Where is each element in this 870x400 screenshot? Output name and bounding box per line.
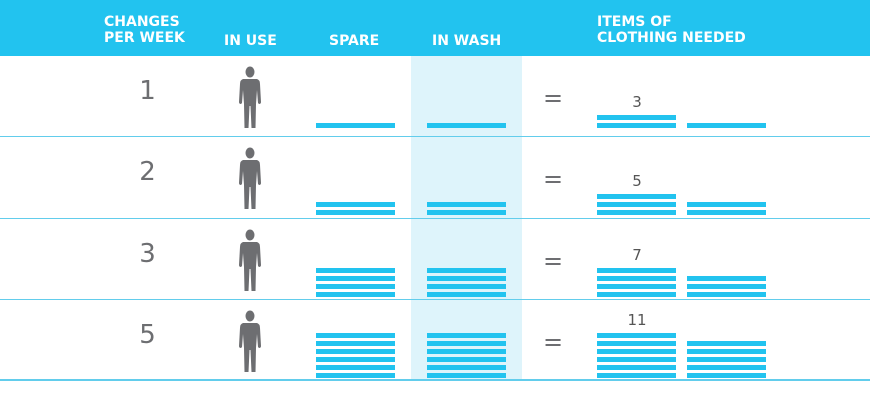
person-icon: [239, 229, 261, 291]
items-needed-total: 11: [627, 311, 647, 329]
clothing-item-bar: [427, 210, 506, 215]
clothing-item-bar: [316, 210, 395, 215]
clothing-item-bar: [597, 115, 676, 120]
clothing-item-bar: [316, 365, 395, 370]
equals-sign: =: [542, 84, 564, 112]
changes-per-week-value: 3: [139, 239, 156, 269]
clothing-item-bar: [427, 349, 506, 354]
clothing-item-bar: [316, 373, 395, 378]
header-spare: SPARE: [329, 33, 380, 49]
clothing-item-bar: [597, 194, 676, 199]
equals-sign: =: [542, 247, 564, 275]
clothing-item-bar: [597, 349, 676, 354]
table-row: 2 = 5: [0, 137, 870, 219]
clothing-item-bar: [597, 276, 676, 281]
clothing-item-bar: [316, 292, 395, 297]
clothing-item-bar: [427, 284, 506, 289]
clothing-item-bar: [597, 292, 676, 297]
clothing-item-bar: [427, 357, 506, 362]
row-divider: [0, 299, 870, 300]
clothing-item-bar: [597, 268, 676, 273]
changes-per-week-value: 2: [139, 157, 156, 187]
clothing-item-bar: [687, 284, 766, 289]
clothing-item-bar: [687, 365, 766, 370]
clothing-item-bar: [316, 276, 395, 281]
table-row: 5 = 11: [0, 300, 870, 382]
clothing-item-bar: [427, 202, 506, 207]
clothing-item-bar: [316, 284, 395, 289]
clothing-item-bar: [687, 341, 766, 346]
clothing-item-bar: [427, 333, 506, 338]
person-icon: [239, 147, 261, 209]
clothing-item-bar: [316, 268, 395, 273]
clothing-item-bar: [427, 365, 506, 370]
items-needed-total: 3: [632, 93, 642, 111]
changes-per-week-value: 5: [139, 320, 156, 350]
clothing-item-bar: [427, 276, 506, 281]
clothing-item-bar: [687, 276, 766, 281]
clothing-item-bar: [597, 333, 676, 338]
clothing-item-bar: [597, 373, 676, 378]
clothing-item-bar: [687, 373, 766, 378]
clothing-item-bar: [316, 357, 395, 362]
clothing-item-bar: [316, 349, 395, 354]
clothing-item-bar: [597, 284, 676, 289]
equals-sign: =: [542, 328, 564, 356]
header-items-needed: ITEMS OF CLOTHING NEEDED: [597, 14, 746, 46]
clothing-item-bar: [597, 123, 676, 128]
clothing-item-bar: [427, 292, 506, 297]
row-divider: [0, 136, 870, 137]
clothing-item-bar: [597, 357, 676, 362]
clothing-item-bar: [427, 373, 506, 378]
clothing-item-bar: [687, 292, 766, 297]
table-row: 1 = 3: [0, 56, 870, 138]
items-needed-total: 7: [632, 246, 642, 264]
clothing-item-bar: [687, 210, 766, 215]
clothing-item-bar: [597, 365, 676, 370]
clothing-item-bar: [427, 341, 506, 346]
clothing-item-bar: [687, 349, 766, 354]
changes-per-week-value: 1: [139, 76, 156, 106]
clothing-item-bar: [687, 357, 766, 362]
clothing-item-bar: [687, 202, 766, 207]
clothing-item-bar: [316, 341, 395, 346]
row-divider: [0, 218, 870, 219]
bottom-divider: [0, 379, 870, 381]
clothing-item-bar: [687, 123, 766, 128]
header-changes-per-week: CHANGES PER WEEK: [104, 14, 185, 46]
items-needed-total: 5: [632, 172, 642, 190]
header-in-wash: IN WASH: [432, 33, 502, 49]
clothing-item-bar: [316, 123, 395, 128]
clothing-item-bar: [316, 333, 395, 338]
header-bar: CHANGES PER WEEK IN USE SPARE IN WASH IT…: [0, 0, 870, 56]
person-icon: [239, 66, 261, 128]
clothing-item-bar: [597, 210, 676, 215]
equals-sign: =: [542, 165, 564, 193]
clothing-item-bar: [427, 268, 506, 273]
person-icon: [239, 310, 261, 372]
clothing-item-bar: [427, 123, 506, 128]
clothing-item-bar: [597, 202, 676, 207]
table-row: 3 = 7: [0, 219, 870, 301]
clothing-item-bar: [597, 341, 676, 346]
clothing-item-bar: [316, 202, 395, 207]
header-in-use: IN USE: [224, 33, 277, 49]
